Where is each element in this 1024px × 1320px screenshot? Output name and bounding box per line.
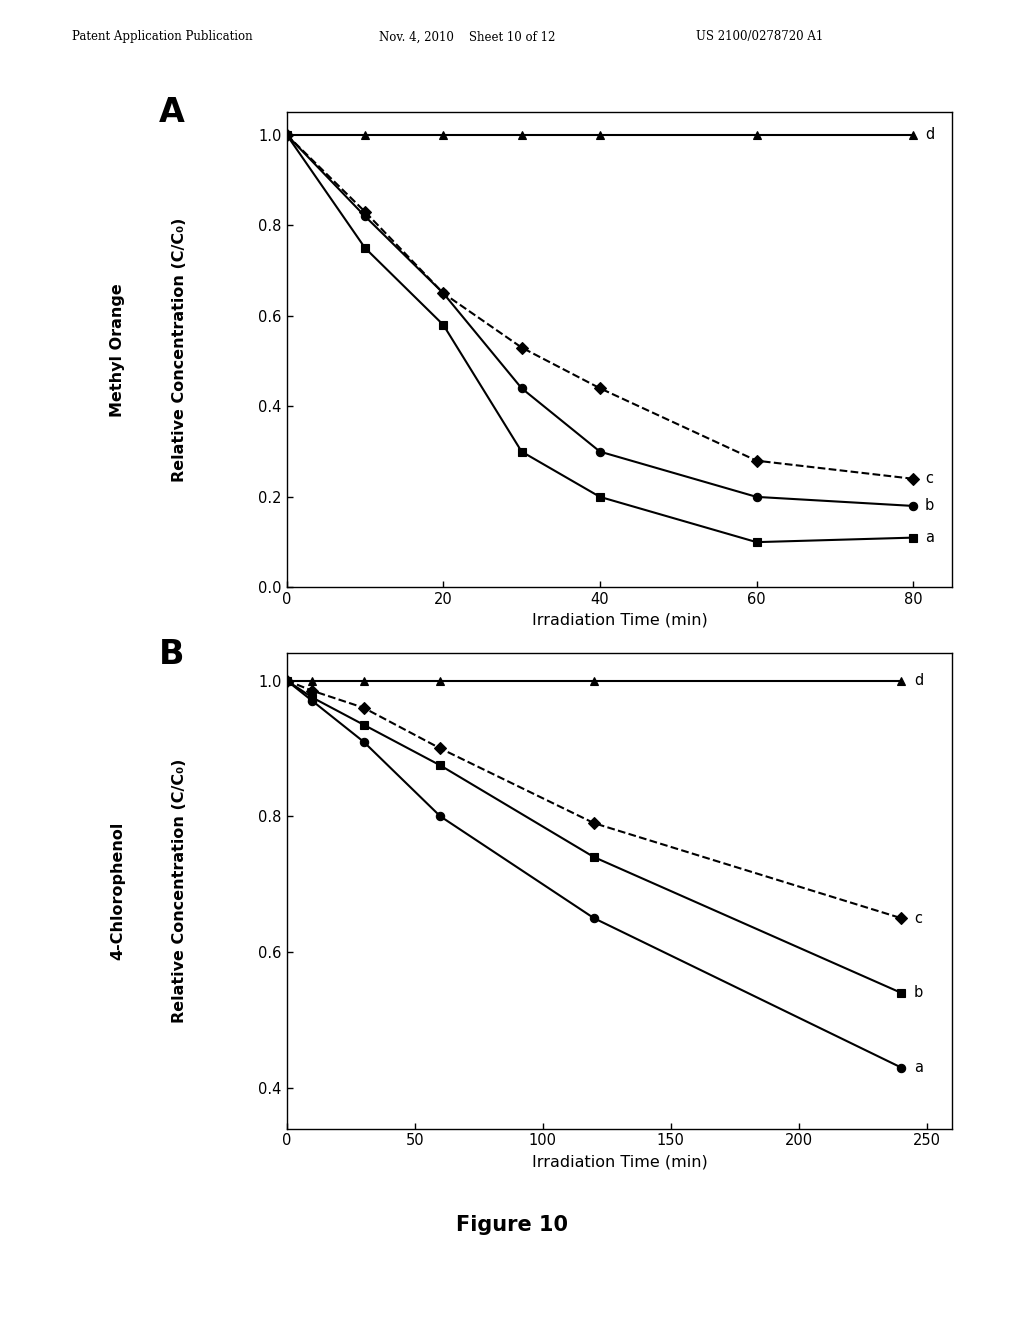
Text: Relative Concentration (C/C₀): Relative Concentration (C/C₀) (172, 759, 186, 1023)
Text: d: d (914, 673, 924, 688)
Text: 4-Chlorophenol: 4-Chlorophenol (111, 822, 125, 960)
Text: B: B (159, 638, 184, 671)
Text: d: d (925, 127, 934, 143)
Text: a: a (914, 1060, 923, 1074)
X-axis label: Irradiation Time (min): Irradiation Time (min) (531, 1154, 708, 1170)
X-axis label: Irradiation Time (min): Irradiation Time (min) (531, 612, 708, 628)
Text: b: b (925, 499, 934, 513)
Text: US 2100/0278720 A1: US 2100/0278720 A1 (696, 30, 823, 44)
Text: Methyl Orange: Methyl Orange (111, 282, 125, 417)
Text: Figure 10: Figure 10 (456, 1214, 568, 1236)
Text: c: c (914, 911, 922, 925)
Text: b: b (914, 985, 924, 1001)
Text: a: a (925, 531, 934, 545)
Text: Nov. 4, 2010    Sheet 10 of 12: Nov. 4, 2010 Sheet 10 of 12 (379, 30, 555, 44)
Text: A: A (159, 96, 184, 129)
Text: c: c (925, 471, 933, 486)
Text: Relative Concentration (C/C₀): Relative Concentration (C/C₀) (172, 218, 186, 482)
Text: Patent Application Publication: Patent Application Publication (72, 30, 252, 44)
